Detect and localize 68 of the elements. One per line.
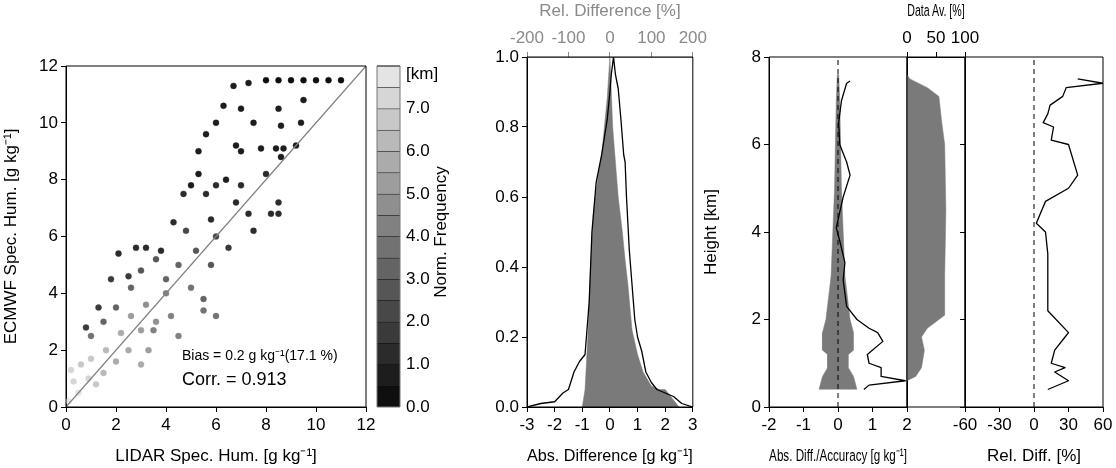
x-tick-label: 2 [902,414,912,434]
x2-tick-label: -200 [509,28,545,48]
y-tick-label: 0.2 [495,326,519,346]
color-bar-label: 2.0 [406,311,430,331]
color-bar-label: 5.0 [406,183,430,203]
y-tick-label: 4 [751,221,761,241]
y-tick-label: 2 [48,339,58,359]
x-tick-label: 1 [632,414,643,434]
y-tick-label: 1.0 [495,46,519,66]
x-tick-label: -1 [574,414,590,434]
color-bar-label: 7.0 [406,98,430,118]
y-axis-title: Norm. Frequency [430,165,450,298]
y-tick-label: 8 [48,169,58,189]
x2-tick-label: -100 [551,28,586,48]
y-tick-label: 0 [48,396,58,416]
x-tick-label: -30 [987,414,1012,434]
x-tick-label: 0 [833,414,843,434]
x-tick-label: 0 [605,414,615,434]
color-bar-label: 0.0 [406,396,430,416]
x-tick-label: 6 [211,414,221,434]
x-tick-label: 1 [867,414,878,434]
y-tick-label: 0.4 [495,256,519,276]
x-tick-label: 8 [261,414,271,434]
color-bar-label: 1.0 [406,354,430,374]
x-tick-label: -60 [952,414,978,434]
x-tick-label: 30 [1059,414,1078,434]
x-tick-label: -2 [761,414,777,434]
y-tick-label: 10 [39,112,58,132]
x-axis-title: Abs. Diff./Accuracy [g kg⁻¹] [769,446,907,465]
color-bar-label: 6.0 [406,140,430,160]
y-tick-label: 4 [48,283,58,303]
x-tick-label: 2 [660,414,670,434]
y-tick-label: 2 [751,309,761,329]
x-tick-label: 100 [950,28,980,48]
x-axis-title: Data Av. [%] [907,0,965,20]
y-tick-label: 12 [39,55,58,75]
x-tick-label: -3 [519,414,535,434]
y-tick-label: 0.8 [495,116,519,136]
x-axis-title: Abs. Difference [g kg⁻¹] [526,446,693,466]
x-tick-label: 0 [61,414,71,434]
x-tick-label: 2 [111,414,121,434]
y-axis-title: Height [km] [700,189,720,275]
y-tick-label: 0.6 [495,186,519,206]
x-axis-title: Rel. Diff. [%] [986,446,1082,466]
y-tick-label: 0 [751,396,761,416]
x2-tick-label: 200 [678,28,708,48]
x2-axis-title: Rel. Difference [%] [539,0,681,20]
color-bar-label: 4.0 [406,226,430,246]
color-bar-label: 3.0 [406,268,430,288]
x-tick-label: 0 [1029,414,1039,434]
x-tick-label: 4 [161,414,171,434]
x-tick-label: 50 [926,28,946,48]
y-tick-label: 0.0 [495,396,519,416]
annotation: Corr. = 0.913 [182,368,287,389]
x-tick-label: 3 [688,414,698,434]
x-tick-label: 60 [1093,414,1113,434]
y-axis-title: ECMWF Spec. Hum. [g kg⁻¹] [0,128,20,345]
x-tick-label: -1 [795,414,812,434]
y-tick-label: 8 [751,46,761,66]
annotation: Bias = 0.2 g kg⁻¹(17.1 %) [182,346,338,363]
x-tick-label: -2 [547,414,563,434]
x-axis-title: LIDAR Spec. Hum. [g kg⁻¹] [115,446,317,466]
y-tick-label: 6 [751,134,761,154]
y-tick-label: 6 [48,226,58,246]
x-tick-label: 0 [902,28,912,48]
x-tick-label: 12 [356,414,376,434]
color-bar-title: [km] [406,64,439,84]
x-tick-label: 10 [306,414,326,434]
